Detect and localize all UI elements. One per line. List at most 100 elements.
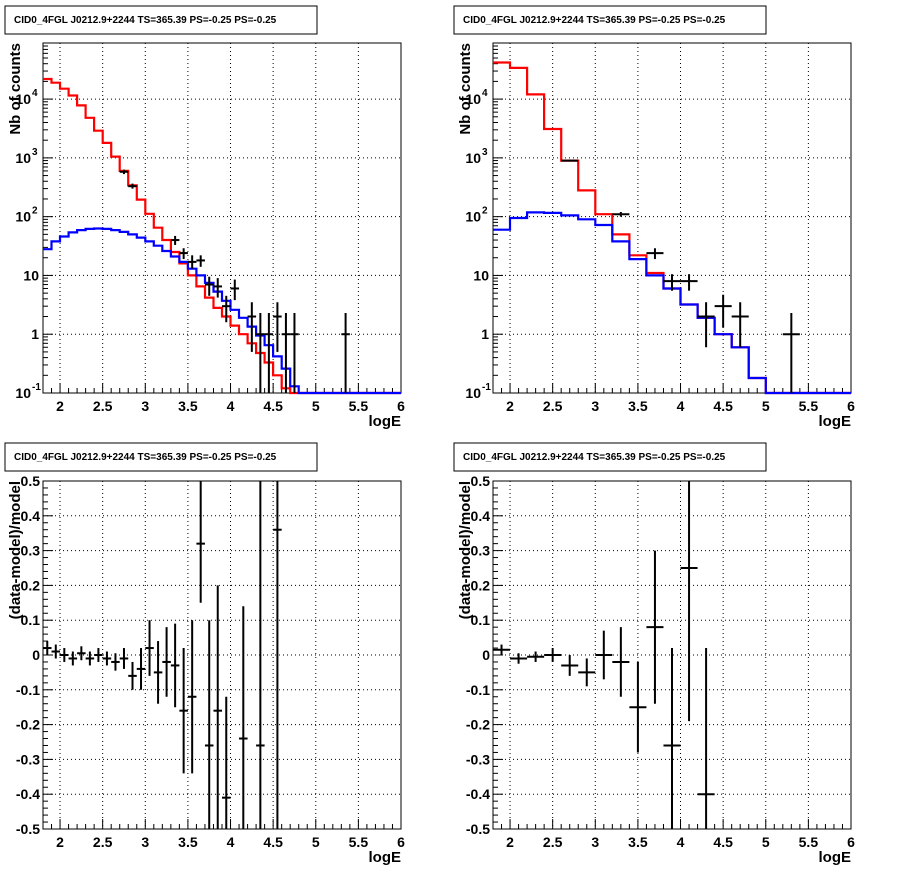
data-point [187,255,197,269]
data-point [170,623,180,708]
histogram-series [43,227,401,395]
data-point [544,648,562,662]
histogram-series [43,77,401,395]
x-tick-label: 2.5 [93,834,113,850]
y-tick-label: -0.2 [16,717,40,733]
y-tick-label: 0.5 [471,473,491,489]
x-tick-label: 2 [56,398,64,414]
title-box [4,5,318,35]
data-point [222,696,231,829]
data-point [187,620,197,774]
x-tick-label: 5 [762,398,770,414]
histogram-series [493,61,851,395]
x-tick-label: 5 [762,834,770,850]
x-axis-title: logE [369,413,402,430]
chart-panel-1: CID0_4FGL J0212.9+2244 TS=365.39 PS=-0.2… [4,5,405,430]
data-point [663,274,681,291]
y-tick-exponent: -1 [32,382,41,393]
y-tick-exponent: 3 [482,147,488,158]
x-tick-label: 5.5 [349,398,369,414]
x-tick-label: 4 [677,834,685,850]
y-tick-label: 0.5 [21,473,41,489]
y-tick-label: -0.1 [466,682,490,698]
data-point [256,312,265,393]
data-point [179,648,188,774]
data-point [43,641,52,655]
x-tick-label: 4.5 [263,834,283,850]
title-box [453,442,767,472]
data-point [697,302,715,348]
x-tick-label: 5.5 [349,834,369,850]
title-box [4,442,318,472]
x-tick-label: 3 [141,398,149,414]
y-tick-exponent: 4 [32,88,38,99]
data-point [281,312,291,393]
x-tick-label: 4.5 [263,398,283,414]
data-point [493,644,511,655]
data-point [60,648,69,662]
y-tick-label: 0.2 [21,577,41,593]
y-tick-label: -0.3 [16,751,40,767]
y-tick-label: 10 [15,209,31,225]
histogram-series [493,211,851,395]
y-tick-label: 10 [473,267,489,283]
data-point [204,276,214,296]
x-tick-label: 5 [312,398,320,414]
y-tick-exponent: 2 [482,206,488,217]
y-tick-label: 10 [465,91,481,107]
x-tick-label: 2.5 [543,834,563,850]
y-tick-label: -0.5 [16,821,40,837]
data-point [102,651,112,666]
x-tick-label: 4.5 [713,834,733,850]
data-point [561,655,579,676]
y-tick-label: -0.2 [466,717,490,733]
y-axis-title: Nb of counts [457,43,474,135]
data-point [273,481,282,829]
x-tick-label: 4 [677,398,685,414]
data-point [612,212,630,217]
data-point [273,302,282,352]
data-point [77,646,86,661]
y-tick-label: 10 [15,150,31,166]
y-tick-label: 0 [32,647,40,663]
data-point [731,302,749,348]
y-tick-label: -0.1 [16,682,40,698]
data-point [290,312,299,393]
y-tick-label: 0.3 [471,543,491,559]
x-tick-label: 3 [591,398,599,414]
data-point [162,627,171,697]
x-tick-label: 2.5 [93,398,113,414]
x-tick-label: 5.5 [799,834,819,850]
data-point [111,653,120,671]
y-tick-label: 0.4 [471,508,491,524]
data-point [204,620,214,829]
y-axis-title: (data-model)/model [7,481,24,619]
x-tick-label: 2 [56,834,64,850]
x-tick-label: 3 [141,834,149,850]
x-tick-label: 5.5 [799,398,819,414]
data-point [170,235,180,245]
chart-title: CID0_4FGL J0212.9+2244 TS=365.39 PS=-0.2… [14,15,277,26]
y-tick-label: -0.4 [466,786,490,802]
y-tick-label: 0.3 [21,543,41,559]
y-tick-exponent: 4 [482,88,488,99]
y-tick-label: 10 [23,267,39,283]
y-tick-label: 0.1 [21,612,41,628]
y-tick-label: 0.1 [471,612,491,628]
data-point [222,295,231,323]
x-tick-label: 5 [312,834,320,850]
data-point [629,661,647,753]
data-point [179,248,188,260]
chart-panel-2: CID0_4FGL J0212.9+2244 TS=365.39 PS=-0.2… [453,5,855,430]
y-tick-label: 10 [465,209,481,225]
x-axis-title: logE [369,849,402,866]
x-tick-label: 4.5 [713,398,733,414]
y-tick-label: 10 [15,385,31,401]
data-point [612,627,630,697]
y-axis-title: (data-model)/model [457,481,474,619]
x-axis-title: logE [819,849,852,866]
data-point [663,648,681,829]
data-point [119,648,129,669]
data-point [527,651,545,662]
